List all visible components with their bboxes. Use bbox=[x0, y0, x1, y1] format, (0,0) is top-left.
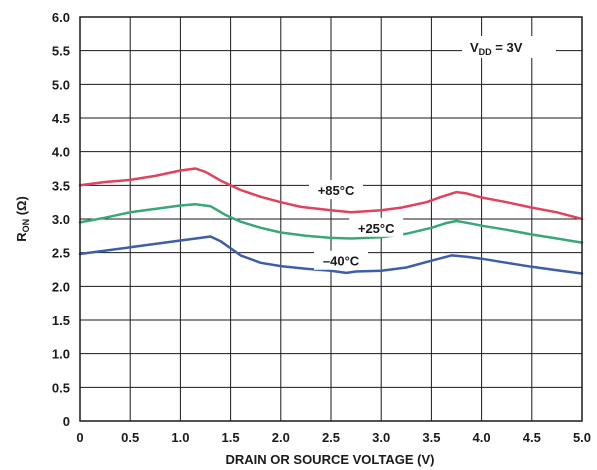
series-line-plus-85c bbox=[78, 167, 584, 221]
vdd-main: V bbox=[470, 40, 479, 55]
series-line-minus-40c bbox=[78, 235, 584, 275]
vdd-rest: = 3V bbox=[492, 40, 523, 55]
plot-series bbox=[78, 167, 584, 275]
y-tick-label: 3.5 bbox=[52, 178, 70, 193]
x-tick-label: 5.0 bbox=[573, 430, 591, 445]
vdd-sub: DD bbox=[479, 47, 492, 57]
y-tick-label: 4.5 bbox=[52, 111, 70, 126]
series-label-minus-40c: –40°C bbox=[323, 254, 360, 269]
y-tick-label: 1.0 bbox=[52, 347, 70, 362]
y-tick-label: 5.5 bbox=[52, 44, 70, 59]
y-tick-labels: 0 0.5 1.0 1.5 2.0 2.5 3.0 3.5 4.0 4.5 5.0 5.5 6.0 bbox=[52, 10, 70, 429]
y-tick-label: 0.5 bbox=[52, 380, 70, 395]
y-tick-label: 1.5 bbox=[52, 313, 70, 328]
y-axis-label: RON (Ω) bbox=[14, 196, 31, 242]
x-tick-label: 0 bbox=[76, 430, 83, 445]
vdd-annotation-text: VDD = 3V bbox=[470, 40, 523, 57]
vdd-annotation-bg bbox=[462, 36, 556, 58]
series-label-plus-85c: +85°C bbox=[318, 183, 355, 198]
x-tick-label: 1.0 bbox=[171, 430, 189, 445]
y-tick-label: 2.5 bbox=[52, 246, 70, 261]
series-labels: +85°C +25°C –40°C bbox=[309, 180, 404, 270]
plot-frame bbox=[79, 16, 583, 422]
x-tick-label: 2.5 bbox=[322, 430, 340, 445]
y-tick-label: 3.0 bbox=[52, 212, 70, 227]
series-label-bg-plus-25c bbox=[349, 217, 404, 237]
y-tick-label: 2.0 bbox=[52, 279, 70, 294]
x-tick-label: 4.5 bbox=[523, 430, 541, 445]
x-axis-label: DRAIN OR SOURCE VOLTAGE (V) bbox=[226, 452, 435, 467]
x-tick-label: 4.0 bbox=[473, 430, 491, 445]
x-tick-labels: 0 0.5 1.0 1.5 2.0 2.5 3.0 3.5 4.0 4.5 5.0 bbox=[76, 430, 591, 445]
y-axis-label-rest: (Ω) bbox=[14, 196, 29, 219]
grid-lines bbox=[79, 16, 583, 422]
series-label-plus-25c: +25°C bbox=[358, 221, 395, 236]
x-tick-label: 3.5 bbox=[422, 430, 440, 445]
y-axis-label-sub: ON bbox=[21, 219, 31, 233]
series-label-bg-minus-40c bbox=[314, 250, 369, 270]
y-tick-label: 4.0 bbox=[52, 145, 70, 160]
x-tick-label: 2.0 bbox=[272, 430, 290, 445]
x-tick-label: 1.5 bbox=[222, 430, 240, 445]
y-tick-label: 0 bbox=[63, 414, 70, 429]
x-tick-label: 3.0 bbox=[372, 430, 390, 445]
series-label-bg-plus-85c bbox=[309, 180, 364, 200]
y-tick-label: 5.0 bbox=[52, 77, 70, 92]
vdd-annotation: VDD = 3V bbox=[462, 36, 556, 58]
y-tick-label: 6.0 bbox=[52, 10, 70, 25]
x-tick-label: 0.5 bbox=[121, 430, 139, 445]
y-axis-label-main: R bbox=[14, 232, 29, 242]
series-line-plus-25c bbox=[78, 202, 584, 244]
